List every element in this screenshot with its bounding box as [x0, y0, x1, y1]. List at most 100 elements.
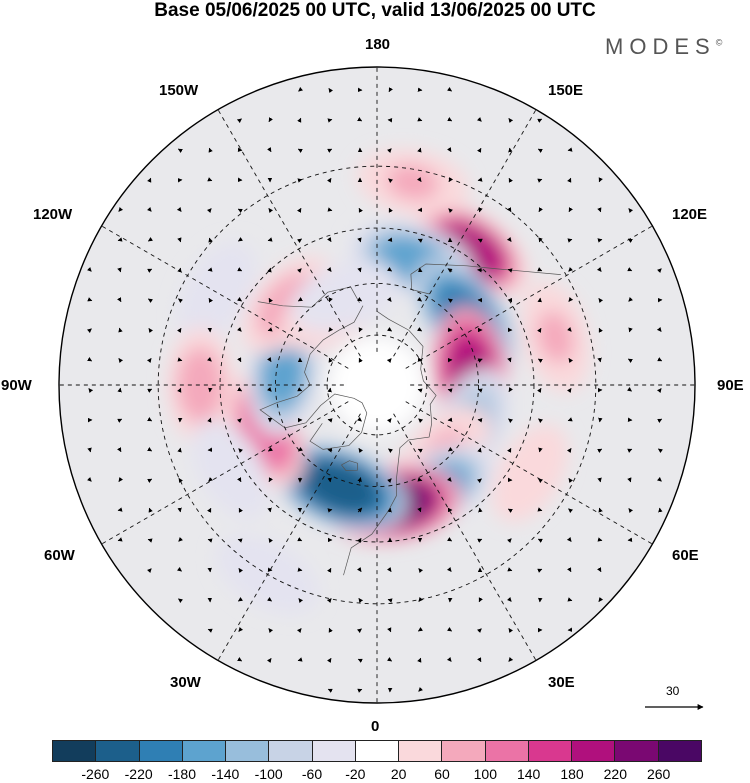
- wind-vector: [387, 507, 392, 513]
- colorbar-segment: [226, 741, 270, 761]
- wind-vector: [297, 207, 302, 213]
- wind-vector: [477, 177, 483, 182]
- wind-vector: [298, 86, 304, 92]
- wind-vector: [297, 238, 302, 244]
- wind-vector: [358, 327, 363, 333]
- wind-vector: [208, 237, 213, 243]
- colorbar: [52, 740, 702, 762]
- wind-vector: [657, 357, 663, 362]
- lon-label-150e: 150E: [548, 82, 584, 99]
- wind-vector: [508, 418, 514, 424]
- coastline: [341, 460, 358, 471]
- wind-vector: [598, 597, 604, 602]
- wind-vector: [87, 297, 93, 302]
- colorbar-tick-label: 60: [434, 766, 450, 782]
- wind-vector: [86, 266, 92, 272]
- wind-vector: [118, 327, 123, 333]
- wind-vector: [597, 357, 602, 363]
- wind-vector: [327, 387, 332, 393]
- wind-vector: [356, 628, 362, 634]
- lon-label-30e: 30E: [548, 674, 575, 691]
- colorbar-tick-label: -260: [81, 766, 110, 782]
- wind-vector: [267, 267, 272, 273]
- wind-vector: [208, 476, 214, 482]
- wind-vector: [477, 238, 483, 243]
- wind-vector: [208, 387, 213, 393]
- wind-vector: [598, 298, 604, 303]
- wind-vector: [356, 416, 362, 422]
- wind-vector: [597, 537, 603, 542]
- wind-vector: [267, 567, 273, 572]
- wind-vector: [598, 507, 603, 513]
- colorbar-segment: [399, 741, 443, 761]
- wind-vector: [358, 447, 364, 453]
- wind-vector: [267, 596, 272, 602]
- wind-vector: [418, 596, 424, 602]
- wind-vector: [297, 537, 303, 542]
- wind-vector: [417, 147, 422, 153]
- wind-vector: [117, 387, 122, 393]
- wind-vector: [87, 447, 92, 453]
- wind-vector: [507, 508, 513, 513]
- wind-vector: [627, 448, 633, 453]
- wind-vector: [508, 118, 514, 123]
- wind-vector: [238, 448, 244, 454]
- wind-vector: [148, 328, 154, 333]
- wind-vector: [206, 356, 212, 362]
- wind-vector: [538, 237, 543, 243]
- wind-vector: [238, 507, 243, 513]
- wind-vector: [507, 357, 512, 363]
- wind-vectors: [86, 86, 663, 693]
- wind-vector: [237, 208, 243, 213]
- wind-vector: [357, 267, 362, 273]
- wind-vector: [146, 568, 152, 574]
- wind-vector: [387, 326, 393, 332]
- wind-vector: [267, 147, 272, 153]
- colorbar-segment: [96, 741, 140, 761]
- wind-vector: [627, 386, 632, 392]
- polar-cap: [329, 337, 425, 433]
- wind-vector: [418, 686, 424, 692]
- wind-vector: [297, 178, 303, 183]
- wind-vector: [207, 628, 213, 633]
- wind-vector: [267, 507, 272, 513]
- wind-vector: [598, 327, 603, 333]
- wind-vector: [567, 147, 573, 152]
- wind-vector: [237, 357, 242, 363]
- wind-vector: [388, 207, 393, 213]
- wind-vector: [327, 418, 333, 423]
- wind-vector: [416, 177, 422, 182]
- wind-vector: [506, 596, 512, 602]
- lon-label-60w: 60W: [44, 547, 75, 564]
- wind-vector: [567, 597, 573, 602]
- wind-vector: [537, 327, 542, 333]
- colorbar-tick-label: -60: [301, 766, 323, 782]
- wind-vector: [207, 267, 213, 272]
- wind-vector: [237, 387, 243, 392]
- wind-vector: [478, 507, 483, 513]
- wind-vector: [236, 326, 242, 332]
- anomaly-contour: [537, 311, 574, 363]
- wind-vector: [477, 358, 483, 363]
- wind-vector: [178, 598, 183, 604]
- anomaly-contour: [197, 268, 237, 317]
- wind-vector: [206, 208, 212, 214]
- wind-vector: [417, 87, 423, 92]
- wind-vector: [358, 357, 363, 363]
- brand-text: MODES: [605, 34, 716, 59]
- wind-vector: [357, 688, 363, 693]
- wind-vector: [267, 327, 273, 332]
- wind-vector: [476, 116, 482, 122]
- wind-vector: [538, 478, 543, 484]
- wind-vector: [178, 477, 184, 483]
- wind-vector: [628, 327, 633, 333]
- wind-vector: [237, 657, 243, 662]
- wind-vector: [297, 297, 303, 302]
- wind-vector: [117, 237, 123, 242]
- wind-vector: [207, 507, 212, 513]
- colorbar-tick-label: -100: [254, 766, 283, 782]
- wind-vector: [508, 147, 513, 153]
- wind-vector: [418, 568, 424, 574]
- wind-vector: [568, 207, 573, 213]
- colorbar-tick-label: -220: [124, 766, 153, 782]
